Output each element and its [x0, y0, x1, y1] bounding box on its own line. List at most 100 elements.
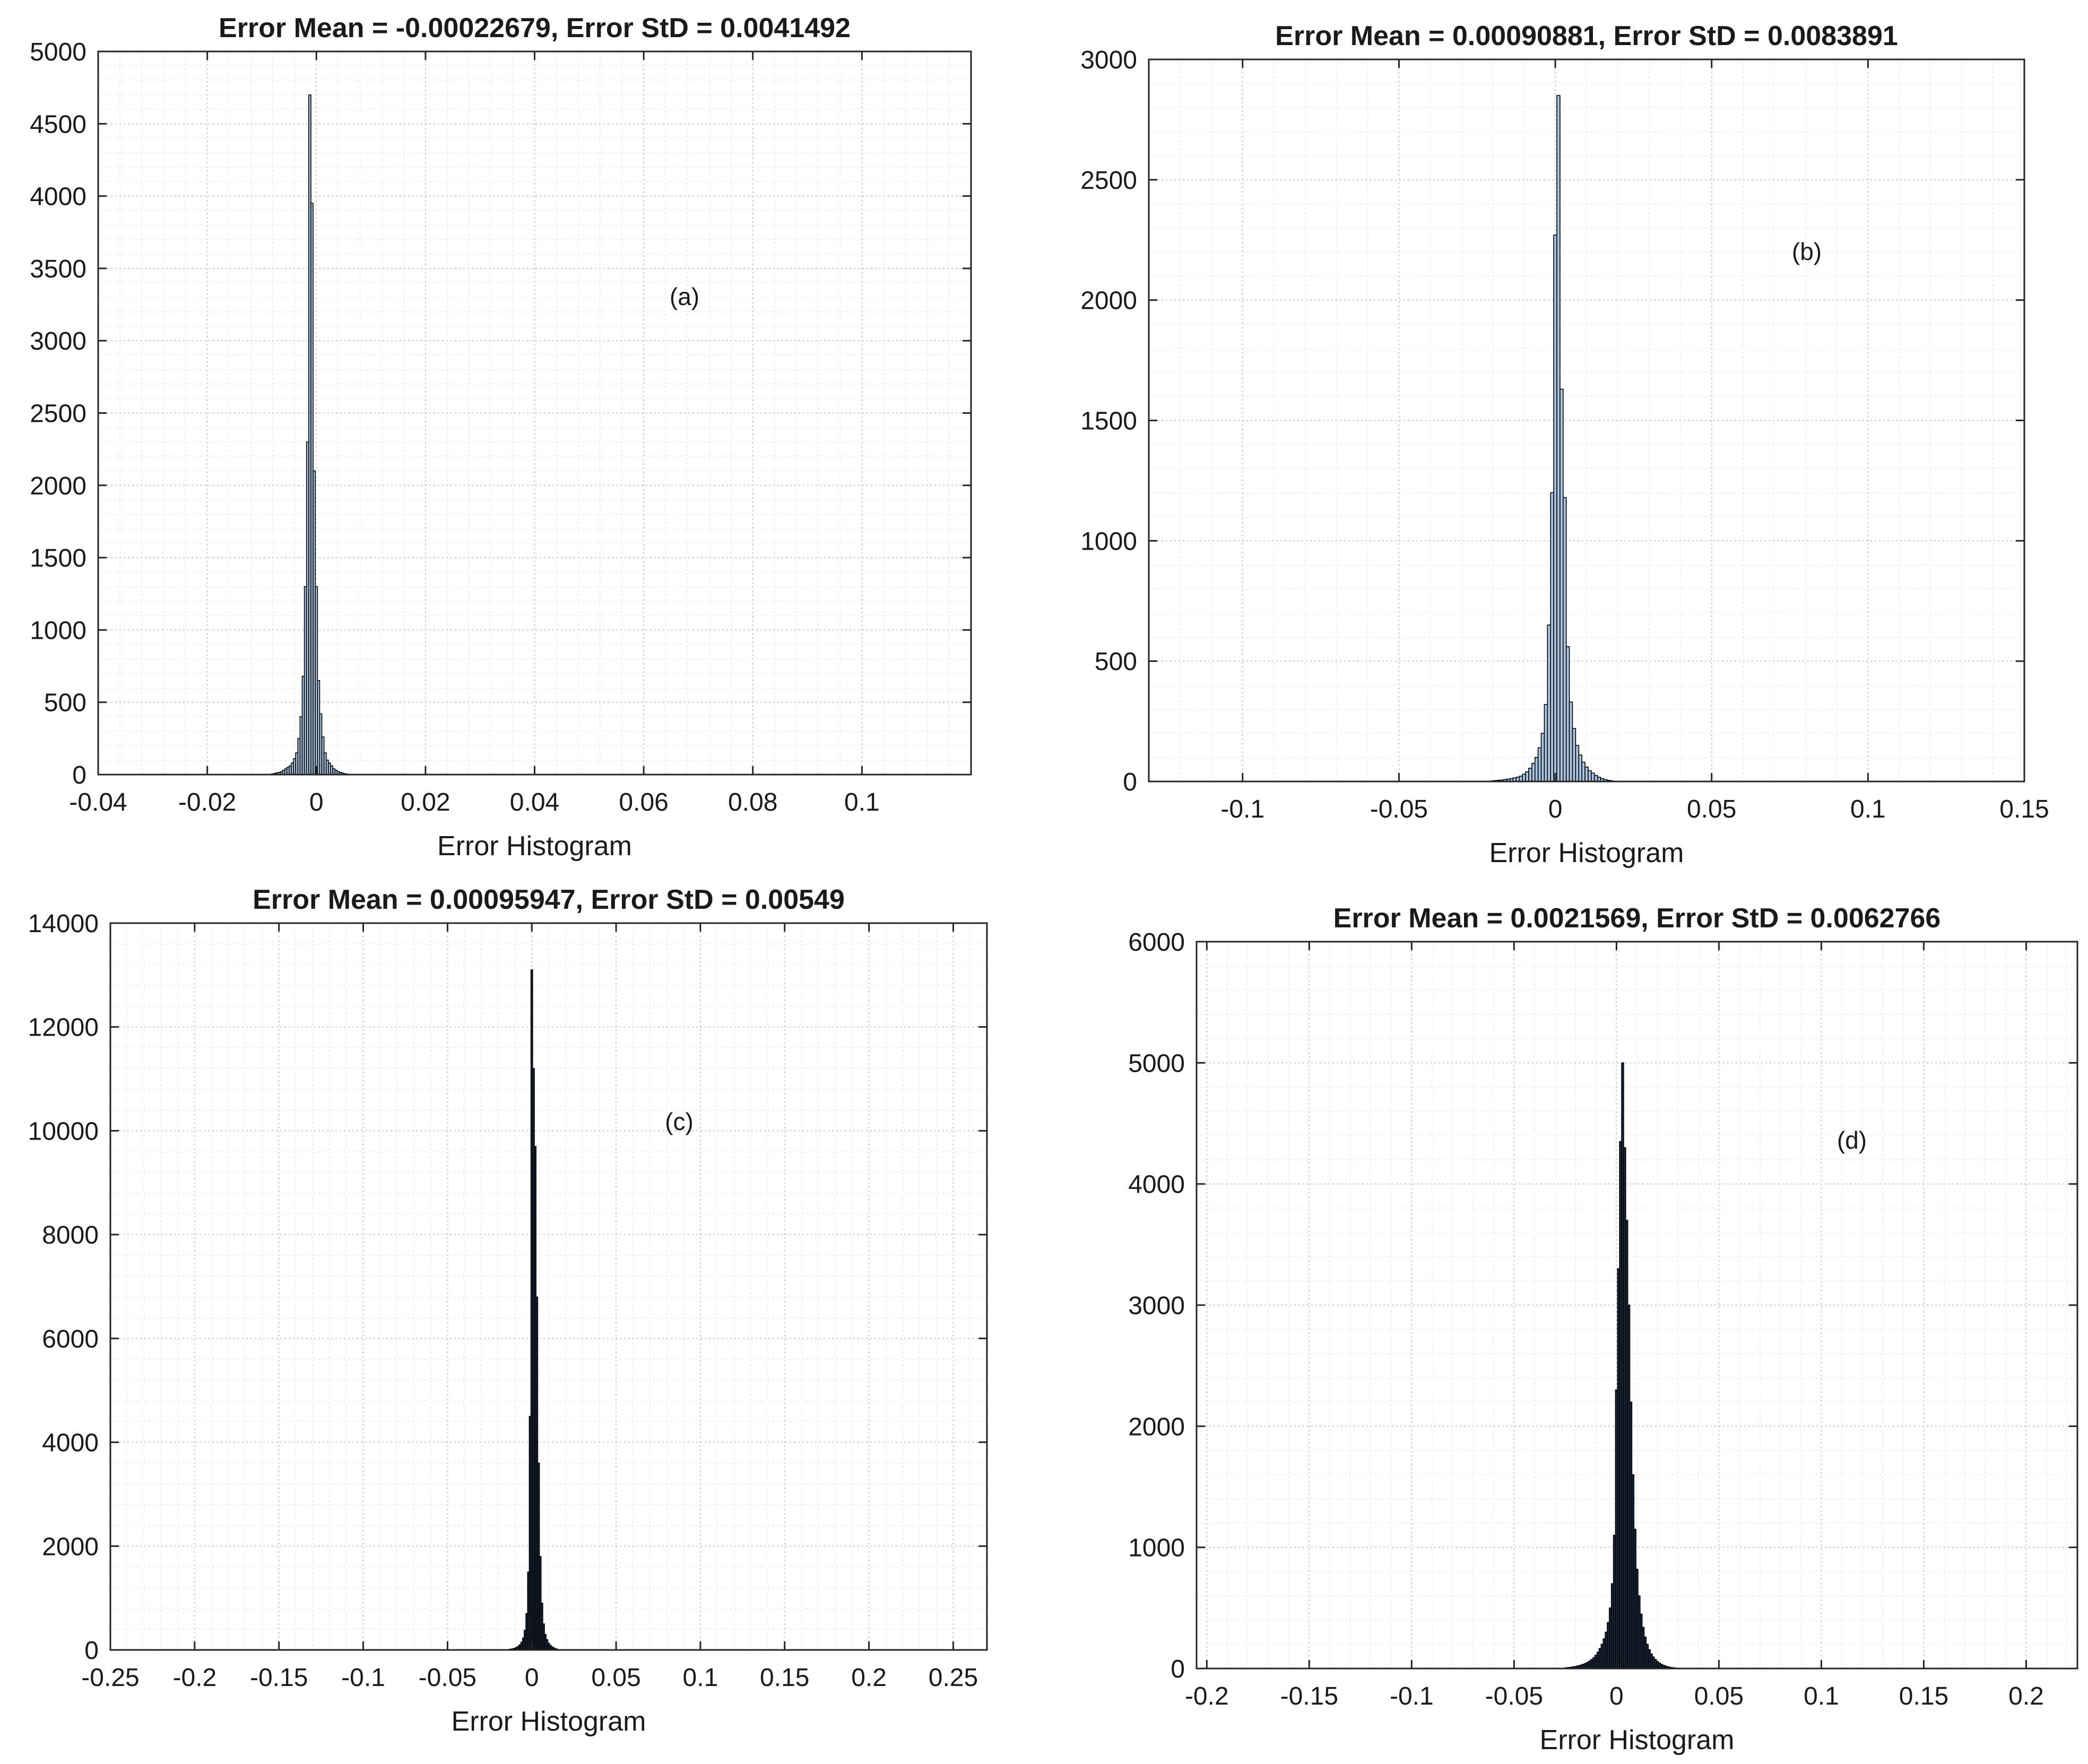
x-tick-label: -0.05 — [419, 1664, 476, 1692]
y-tick-label: 14000 — [28, 910, 99, 938]
y-tick-label: 4000 — [1128, 1171, 1185, 1199]
x-tick-label: 0.15 — [1999, 795, 2049, 823]
x-tick-label: 0.05 — [591, 1664, 640, 1692]
y-tick-label: 1000 — [1128, 1534, 1185, 1562]
x-tick-label: 0.25 — [929, 1664, 978, 1692]
histogram-bar — [1578, 754, 1582, 782]
histogram-bar — [1525, 771, 1529, 782]
x-tick-label: -0.04 — [69, 788, 127, 816]
panel-annotation: (b) — [1792, 238, 1822, 265]
y-tick-label: 2000 — [1080, 287, 1137, 315]
x-tick-label: -0.05 — [1485, 1682, 1543, 1710]
x-axis-label: Error Histogram — [452, 1706, 646, 1737]
histogram-bar — [1553, 234, 1557, 782]
x-tick-label: 0.15 — [760, 1664, 809, 1692]
x-axis-label: Error Histogram — [437, 831, 632, 862]
x-tick-label: 0.1 — [844, 788, 880, 816]
y-tick-label: 5000 — [1128, 1049, 1185, 1077]
x-tick-label: -0.05 — [1370, 795, 1428, 823]
x-tick-label: 0.2 — [2008, 1682, 2044, 1710]
histogram-bar — [1528, 768, 1532, 782]
chart-panel-a: -0.04 -0.02 0 0.02 0.04 0.06 0.08 0.1 0 500 1000 15… — [30, 13, 972, 862]
histogram-bar — [1584, 766, 1589, 782]
histogram-bar — [1547, 624, 1552, 782]
x-tick-label: 0 — [1609, 1682, 1624, 1710]
histogram-bar — [1550, 492, 1554, 782]
y-tick-label: 4000 — [30, 183, 86, 211]
histogram-bar — [1581, 761, 1586, 782]
y-tick-label: 0 — [1171, 1655, 1185, 1683]
plot-area — [110, 923, 987, 1650]
x-tick-label: 0.02 — [401, 788, 450, 816]
y-tick-label: 500 — [44, 689, 86, 717]
y-tick-label: 1000 — [1080, 527, 1137, 555]
x-tick-label: 0.05 — [1694, 1682, 1744, 1710]
y-tick-label: 1500 — [1080, 407, 1137, 436]
y-tick-label: 3000 — [1128, 1292, 1185, 1320]
histogram-bar — [1522, 774, 1526, 782]
x-tick-label: 0.1 — [1850, 795, 1886, 823]
y-tick-label: 3000 — [30, 327, 86, 355]
y-tick-label: 2000 — [1128, 1413, 1185, 1441]
y-tick-label: 1500 — [30, 544, 86, 572]
histogram-bar — [1544, 704, 1548, 782]
y-tick-label: 4500 — [30, 110, 86, 138]
axes-frame — [109, 922, 988, 1651]
panel-annotation: (a) — [670, 283, 699, 310]
x-tick-label: -0.02 — [178, 788, 236, 816]
y-tick-label: 6000 — [42, 1325, 99, 1353]
x-axis-label: Error Histogram — [1540, 1725, 1735, 1756]
x-tick-label: 0.1 — [683, 1664, 718, 1692]
histogram-bar — [1588, 770, 1592, 782]
x-tick-label: 0 — [309, 788, 324, 816]
y-tick-label: 0 — [1123, 768, 1137, 796]
chart-panel-c: -0.25 -0.2 -0.15 -0.1 -0.05 0 0.05 0.1 0.15 0.2 0.… — [28, 884, 988, 1737]
histogram-bar — [1591, 772, 1595, 782]
y-tick-label: 0 — [84, 1637, 99, 1665]
chart-panel-d: -0.2 -0.15 -0.1 -0.05 0 0.05 0.1 0.15 0.2 0 1000 20… — [1128, 903, 2078, 1756]
chart-title: Error Mean = 0.0021569, Error StD = 0.00… — [1333, 903, 1941, 934]
x-tick-label: -0.15 — [250, 1664, 308, 1692]
x-axis-label: Error Histogram — [1489, 838, 1684, 868]
y-tick-label: 5000 — [30, 38, 86, 66]
histogram-bars — [271, 94, 351, 775]
y-tick-label: 2000 — [30, 472, 86, 500]
histogram-bar — [1559, 388, 1564, 782]
histogram-bar — [1534, 757, 1539, 782]
histogram-bar — [1563, 497, 1567, 782]
x-tick-label: -0.15 — [1280, 1682, 1338, 1710]
plot-area — [1197, 942, 2077, 1669]
y-tick-label: 500 — [1095, 648, 1137, 676]
x-tick-label: -0.25 — [81, 1664, 139, 1692]
x-tick-label: 0.05 — [1687, 795, 1736, 823]
y-tick-label: 6000 — [1128, 928, 1185, 957]
panel-annotation: (c) — [665, 1108, 694, 1135]
histogram-bar — [1572, 728, 1576, 782]
x-tick-label: 0 — [525, 1664, 539, 1692]
y-tick-label: 4000 — [42, 1429, 99, 1457]
y-tick-label: 10000 — [28, 1117, 99, 1145]
histogram-bar — [1569, 701, 1573, 782]
grid — [98, 51, 972, 775]
chart-title: Error Mean = 0.00095947, Error StD = 0.0… — [253, 884, 845, 915]
y-tick-label: 2000 — [42, 1533, 99, 1561]
x-tick-label: -0.1 — [1390, 1682, 1434, 1710]
chart-title: Error Mean = 0.00090881, Error StD = 0.0… — [1275, 21, 1898, 51]
y-tick-label: 12000 — [28, 1014, 99, 1042]
x-tick-label: 0.2 — [851, 1664, 887, 1692]
histogram-bar — [1575, 745, 1580, 782]
histogram-bar — [1556, 95, 1561, 782]
x-tick-label: 0.06 — [619, 788, 668, 816]
y-tick-label: 8000 — [42, 1221, 99, 1249]
x-tick-label: 0 — [1548, 795, 1563, 823]
histogram-bar — [1540, 733, 1545, 782]
x-tick-label: -0.1 — [341, 1664, 385, 1692]
histogram-bar — [1537, 747, 1542, 782]
panel-annotation: (d) — [1837, 1126, 1867, 1154]
y-tick-label: 2500 — [1080, 167, 1137, 195]
chart-panel-b: -0.1 -0.05 0 0.05 0.1 0.15 0 500 1000 1500 2000 250… — [1080, 21, 2049, 868]
histogram-bar — [1593, 775, 1598, 782]
x-tick-label: -0.2 — [172, 1664, 216, 1692]
histogram-bar — [1565, 646, 1570, 782]
